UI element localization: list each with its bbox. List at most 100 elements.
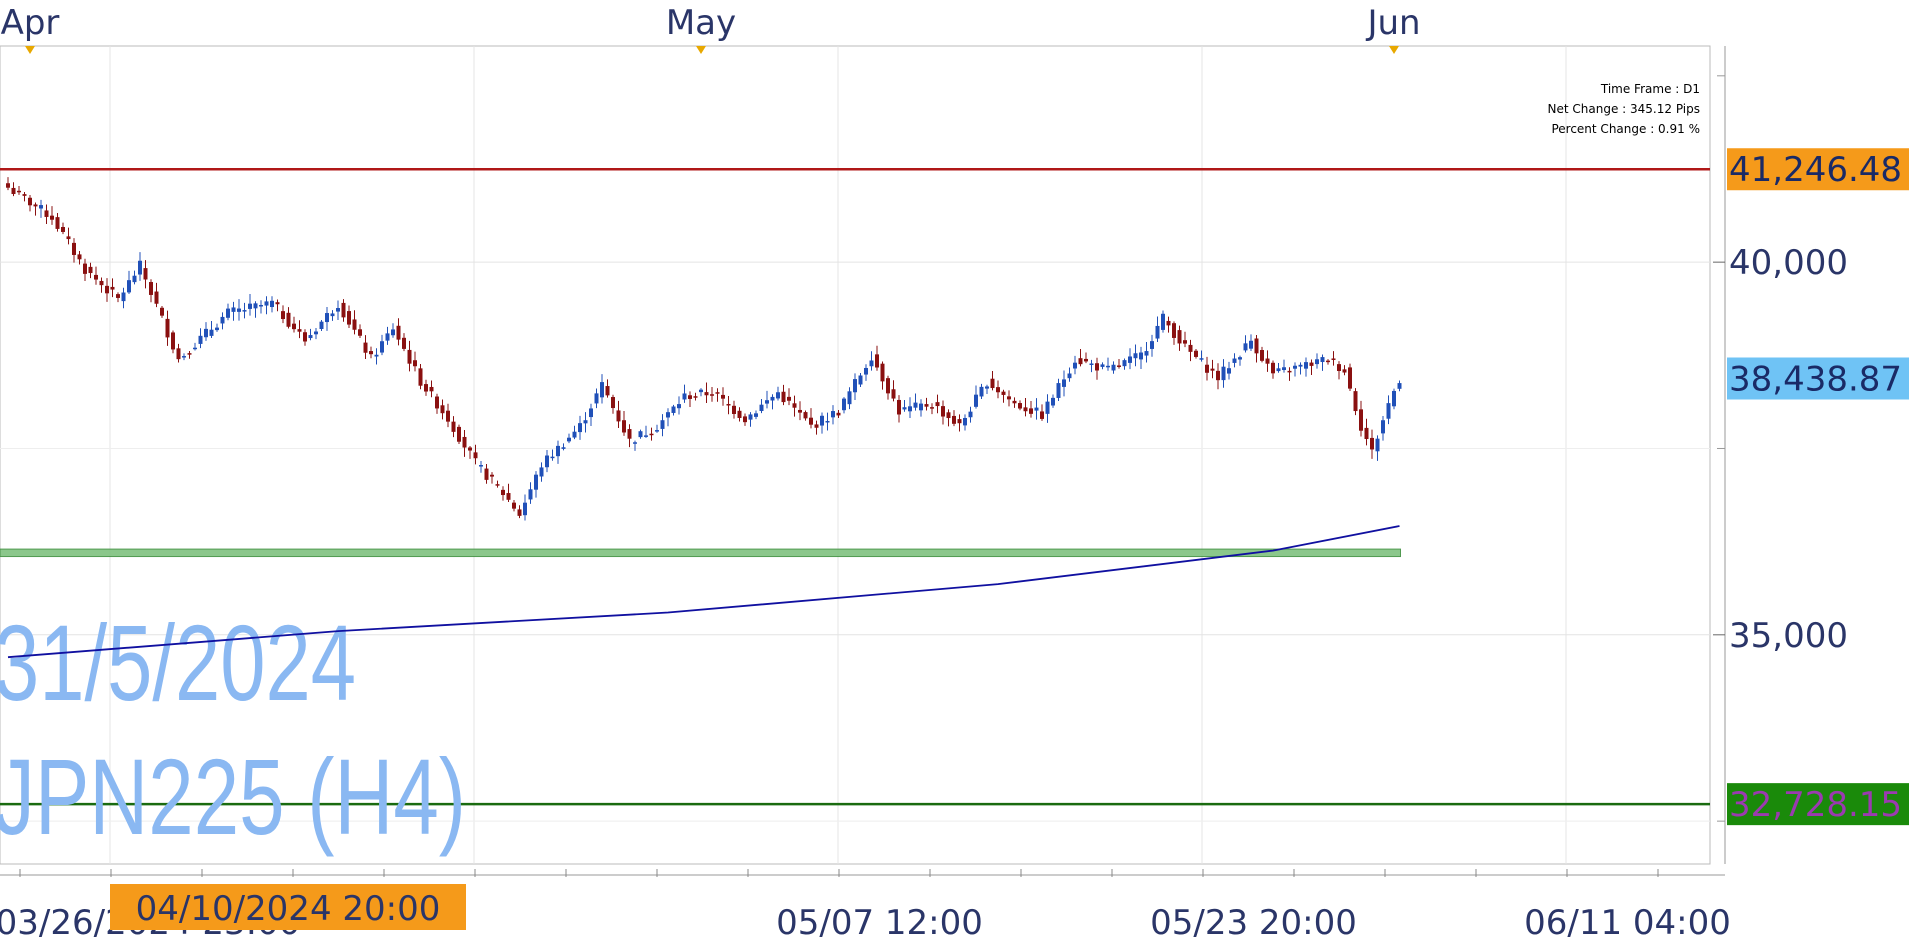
candle-body <box>506 493 511 500</box>
candle-body <box>1012 400 1017 404</box>
candle-body <box>231 307 236 312</box>
candle-body <box>710 394 714 396</box>
candle-body <box>1320 357 1325 363</box>
candle-body <box>512 502 516 509</box>
candle-body <box>1309 362 1314 366</box>
candle-body <box>644 435 648 437</box>
candle-body <box>693 396 698 398</box>
candle-body <box>1018 403 1022 409</box>
time-axis-label: 05/23 20:00 <box>1150 903 1357 943</box>
candle-body <box>303 332 307 342</box>
month-label: Jun <box>1365 3 1420 43</box>
candle-body <box>902 407 907 410</box>
candle-body <box>204 328 208 338</box>
candle-body <box>11 187 16 195</box>
horizontal-levels <box>0 167 1710 806</box>
candle-body <box>1249 340 1253 349</box>
candle-body <box>655 430 659 432</box>
candle-body <box>633 442 637 444</box>
candle-body <box>930 407 934 409</box>
candle-body <box>116 294 120 298</box>
candle-body <box>842 398 846 411</box>
candle-body <box>193 347 197 350</box>
candle-body <box>259 304 263 307</box>
candle-body <box>363 342 368 353</box>
candle-body <box>627 429 632 439</box>
candle-body <box>1205 364 1209 373</box>
candle-body <box>1106 365 1110 368</box>
candle-body <box>138 260 142 275</box>
candle-body <box>396 325 401 340</box>
candle-body <box>963 417 967 426</box>
candle-body <box>286 312 291 327</box>
candle-body <box>418 368 423 386</box>
candle-body <box>737 410 742 418</box>
candle-body <box>424 384 428 392</box>
current-price-tag <box>1727 357 1909 400</box>
candle-body <box>853 379 857 393</box>
candle-body <box>314 331 318 335</box>
candle-body <box>17 190 21 193</box>
current-price-label: 38,438.87 <box>1729 360 1902 400</box>
candle-body <box>319 321 324 329</box>
candle-body <box>556 445 560 457</box>
candle-body <box>1254 338 1259 354</box>
candle-body <box>847 391 852 405</box>
candle-body <box>677 404 681 409</box>
watermark-symbol: JPN225 (H4) <box>0 736 466 857</box>
candle-body <box>913 402 918 408</box>
candle-body <box>682 393 687 400</box>
candle-body <box>649 433 654 436</box>
candle-body <box>385 333 390 341</box>
candle-body <box>1040 411 1044 419</box>
candle-body <box>1177 330 1182 344</box>
candle-body <box>28 197 32 206</box>
candle-body <box>666 412 670 418</box>
candle-body <box>605 386 610 396</box>
candle-body <box>1342 369 1347 373</box>
candle-body <box>836 412 841 416</box>
candle-body <box>242 310 247 312</box>
candle-body <box>732 405 736 414</box>
candle-body <box>919 403 923 411</box>
candle-body <box>99 280 104 286</box>
moving-average <box>7 525 1400 659</box>
candle-body <box>1089 363 1094 365</box>
candle-body <box>1331 358 1336 360</box>
candle-body <box>1194 350 1198 357</box>
candle-body <box>952 415 956 424</box>
candle-body <box>781 391 786 403</box>
candle-body <box>209 329 214 336</box>
candle-body <box>380 341 384 353</box>
level-price-label: 32,728.15 <box>1729 785 1902 825</box>
time-frame-text: Time Frame : D1 <box>1600 82 1700 96</box>
candle-body <box>748 414 753 420</box>
candle-body <box>105 285 109 294</box>
candle-body <box>754 413 758 417</box>
candle-body <box>600 382 604 398</box>
level-price-tag <box>1727 148 1909 191</box>
candle-body <box>616 410 621 422</box>
candle-body <box>1150 341 1154 349</box>
month-marker <box>696 46 706 54</box>
candle-body <box>721 394 725 399</box>
candle-body <box>523 502 527 516</box>
candle-body <box>1056 383 1061 398</box>
candle-body <box>1095 363 1099 371</box>
candle-body <box>473 452 478 459</box>
candle-body <box>149 282 153 295</box>
candle-body <box>220 316 225 324</box>
candle-body <box>237 308 241 312</box>
candle-body <box>957 419 962 424</box>
candle-body <box>996 387 1000 393</box>
candle-body <box>941 406 945 417</box>
candle-body <box>1386 403 1391 419</box>
candle-body <box>358 329 362 336</box>
candle-body <box>61 227 65 232</box>
candle-body <box>66 236 71 240</box>
candle-body <box>143 268 148 280</box>
candle-body <box>6 183 10 188</box>
price-axis-label: 40,000 <box>1729 243 1848 283</box>
candle-body <box>743 416 747 423</box>
